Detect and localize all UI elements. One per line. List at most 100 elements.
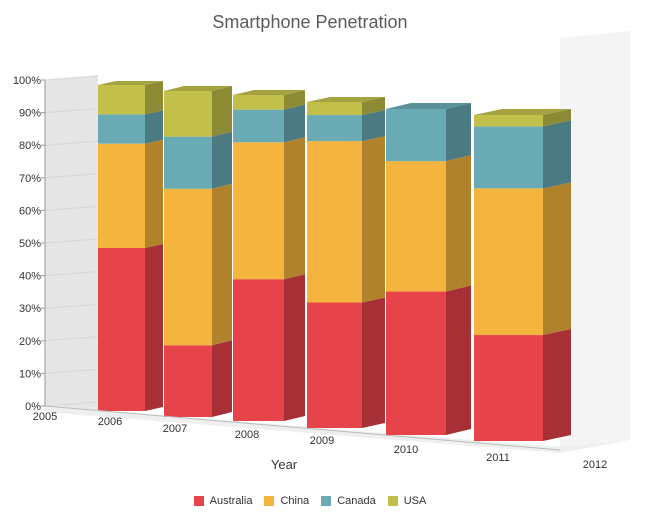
x-axis: 2005 2006 2007 2008 2009 2010 2011 2012	[33, 405, 607, 471]
bar-segment-australia[interactable]	[164, 340, 232, 417]
legend-swatch-usa	[387, 496, 398, 506]
bar-front-face	[164, 136, 212, 189]
y-tick-label: 70%	[19, 173, 41, 185]
legend-swatch-china	[264, 496, 275, 506]
legend-item-australia[interactable]: Australia	[193, 495, 253, 507]
bar-segment-china[interactable]	[386, 155, 471, 292]
x-tick-label: 2006	[98, 416, 122, 428]
x-tick-label: 2011	[486, 452, 510, 464]
bar-front-face	[98, 85, 145, 115]
y-tick-label: 10%	[19, 368, 41, 380]
bar-front-face	[98, 114, 145, 144]
bar-side-face	[212, 183, 232, 346]
bar-side-face	[543, 109, 571, 127]
bar-front-face	[233, 109, 284, 143]
bar-front-face	[386, 291, 446, 435]
legend-item-china[interactable]: China	[264, 495, 309, 507]
bar-segment-usa[interactable]	[233, 90, 305, 110]
grid-line	[44, 173, 99, 179]
bar-front-face	[98, 248, 145, 411]
bar-front-face	[474, 126, 543, 189]
bar-segment-australia[interactable]	[474, 329, 571, 441]
bar-front-face	[474, 335, 543, 441]
bar-segment-china[interactable]	[233, 137, 305, 280]
bar-side-face	[212, 340, 232, 417]
legend-swatch-australia	[193, 496, 204, 506]
x-tick-label: 2005	[33, 411, 57, 423]
bar-front-face	[474, 188, 543, 336]
legend-item-usa[interactable]: USA	[387, 495, 427, 507]
grid-line	[44, 401, 99, 407]
bar-segment-china[interactable]	[307, 136, 385, 303]
bar-front-face	[386, 109, 446, 162]
grid-line	[44, 336, 99, 342]
y-tick-label: 40%	[19, 271, 41, 283]
legend-item-canada[interactable]: Canada	[321, 495, 376, 507]
grid-line	[44, 140, 99, 146]
y-tick-label: 30%	[19, 303, 41, 315]
right-wall	[560, 31, 630, 447]
bar-side-face	[446, 285, 471, 435]
bar-segment-australia[interactable]	[386, 285, 471, 435]
x-tick-label: 2008	[235, 429, 259, 441]
bar-front-face	[233, 95, 284, 110]
grid-line	[44, 75, 99, 81]
grid-line	[44, 238, 99, 244]
bar-top-face	[474, 109, 571, 115]
bar-front-face	[307, 302, 362, 428]
legend-label-australia: Australia	[209, 495, 253, 507]
legend: Australia China Canada USA	[0, 495, 620, 507]
bar-top-face	[233, 90, 305, 95]
bar-front-face	[307, 115, 362, 142]
bar-front-face	[98, 143, 145, 248]
bar-segment-canada[interactable]	[98, 110, 163, 144]
bar-segment-australia[interactable]	[98, 244, 163, 411]
bar-side-face	[446, 155, 471, 292]
legend-label-canada: Canada	[337, 495, 376, 507]
bar-segment-usa[interactable]	[474, 109, 571, 127]
grid-line	[44, 108, 99, 114]
bar-side-face	[543, 329, 571, 441]
bar-segment-china[interactable]	[474, 182, 571, 336]
x-tick-label: 2010	[394, 444, 418, 456]
legend-label-usa: USA	[403, 495, 427, 507]
y-axis: 0% 10% 20% 30% 40% 50% 60% 70% 80% 90% 100%	[13, 75, 46, 413]
bar-segment-china[interactable]	[98, 139, 163, 248]
bar-segment-canada[interactable]	[307, 110, 385, 142]
bar-front-face	[164, 188, 212, 346]
bar-segment-usa[interactable]	[98, 81, 163, 115]
y-tick-label: 90%	[19, 108, 41, 120]
grid-line	[44, 271, 99, 277]
grid-lines	[44, 75, 99, 407]
grid-line	[44, 205, 99, 211]
bar-side-face	[362, 297, 385, 428]
bar-segment-canada[interactable]	[474, 120, 571, 189]
bar-segment-china[interactable]	[164, 183, 232, 346]
y-tick-label: 0%	[25, 401, 41, 413]
y-tick-label: 50%	[19, 238, 41, 250]
bar-side-face	[284, 90, 305, 110]
y-tick-label: 60%	[19, 205, 41, 217]
bar-segment-canada[interactable]	[233, 104, 305, 143]
x-axis-line	[44, 405, 561, 451]
bar-front-face	[307, 102, 362, 116]
x-tick-label: 2009	[310, 435, 334, 447]
left-wall	[45, 75, 98, 410]
bar-segment-australia[interactable]	[233, 274, 305, 421]
bar-side-face	[446, 103, 471, 162]
bar-front-face	[164, 91, 212, 137]
bar-top-face	[307, 97, 385, 102]
bar-segment-australia[interactable]	[307, 297, 385, 428]
bar-series	[98, 81, 571, 441]
bar-segment-canada[interactable]	[164, 131, 232, 189]
bar-side-face	[212, 131, 232, 189]
bar-segment-usa[interactable]	[307, 97, 385, 116]
bar-segment-canada[interactable]	[386, 103, 471, 162]
bar-front-face	[386, 161, 446, 292]
bar-segment-usa[interactable]	[164, 86, 232, 137]
bar-side-face	[284, 274, 305, 421]
bar-side-face	[212, 86, 232, 137]
x-tick-label: 2007	[163, 423, 187, 435]
grid-line	[44, 303, 99, 309]
